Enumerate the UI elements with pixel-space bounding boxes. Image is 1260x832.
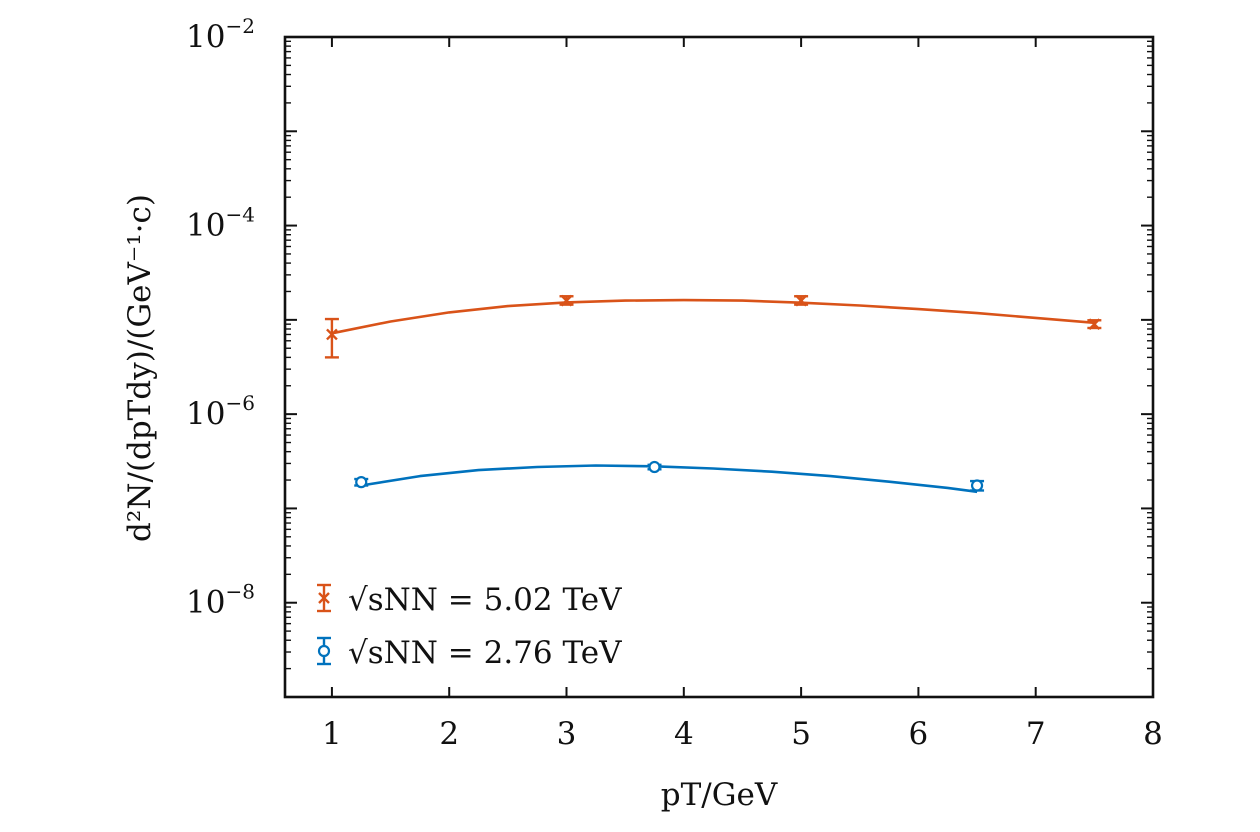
series-2-point-2 — [648, 460, 661, 474]
x-axis-ticks: 1 2 3 4 5 6 7 8 — [322, 37, 1163, 752]
y-tick-exponent-0: −2 — [225, 14, 254, 38]
legend: √sNN = 5.02 TeV √sNN = 2.76 TeV — [317, 582, 622, 671]
x-tick-label-8: 8 — [1143, 716, 1163, 752]
legend-marker-2-symbol — [317, 644, 331, 658]
series-2-point-3 — [970, 479, 984, 492]
x-tick-label-3: 3 — [557, 716, 577, 752]
legend-label-1: √sNN = 5.02 TeV — [348, 582, 622, 618]
x-tick-label-5: 5 — [791, 716, 811, 752]
y-tick-label-1: 10−4 — [186, 203, 255, 244]
series-2-fit-curve — [360, 464, 978, 494]
legend-entry-2: √sNN = 2.76 TeV — [317, 635, 622, 671]
x-tick-label-2: 2 — [439, 716, 459, 752]
legend-marker-1-symbol-stroke-b — [318, 592, 330, 604]
series-1 — [324, 294, 1102, 359]
plot-frame — [283, 35, 1155, 699]
series-1-point-1-stroke-b — [326, 328, 338, 341]
series-2-point-1 — [355, 476, 368, 489]
series-1-point-1 — [326, 328, 338, 341]
x-tick-label-4: 4 — [674, 716, 694, 752]
y-tick-label-2: 10−6 — [186, 391, 255, 432]
legend-marker-2 — [317, 636, 331, 666]
y-tick-exponent-1: −4 — [225, 203, 254, 227]
y-tick-label-3: 10−8 — [186, 580, 255, 621]
legend-label-2: √sNN = 2.76 TeV — [348, 635, 622, 671]
series-1-fit-curve — [331, 298, 1095, 335]
x-axis-label: pT/GeV — [661, 777, 778, 813]
series-1-error-bar-1 — [324, 317, 339, 359]
series-1-point-2 — [560, 294, 573, 307]
series-1-point-4-stroke-b — [1088, 318, 1101, 331]
y-axis-label: d²N/(dpTdy)/(GeV⁻¹·c) — [122, 194, 158, 542]
series-1-point-3 — [795, 294, 807, 307]
legend-marker-1-symbol — [318, 592, 330, 604]
x-tick-label-6: 6 — [909, 716, 929, 752]
series-1-point-4 — [1088, 318, 1101, 331]
x-tick-label-1: 1 — [322, 716, 342, 752]
y-tick-exponent-2: −6 — [225, 391, 254, 415]
x-tick-label-7: 7 — [1026, 716, 1046, 752]
series-2 — [354, 460, 985, 494]
y-tick-exponent-3: −8 — [225, 580, 254, 604]
series-1-point-3-stroke-b — [795, 294, 807, 307]
series-1-point-2-stroke-b — [560, 294, 573, 307]
legend-marker-1 — [317, 583, 331, 613]
legend-entry-1: √sNN = 5.02 TeV — [317, 582, 622, 618]
series-layer — [324, 294, 1102, 494]
y-tick-label-0: 10−2 — [186, 14, 255, 55]
